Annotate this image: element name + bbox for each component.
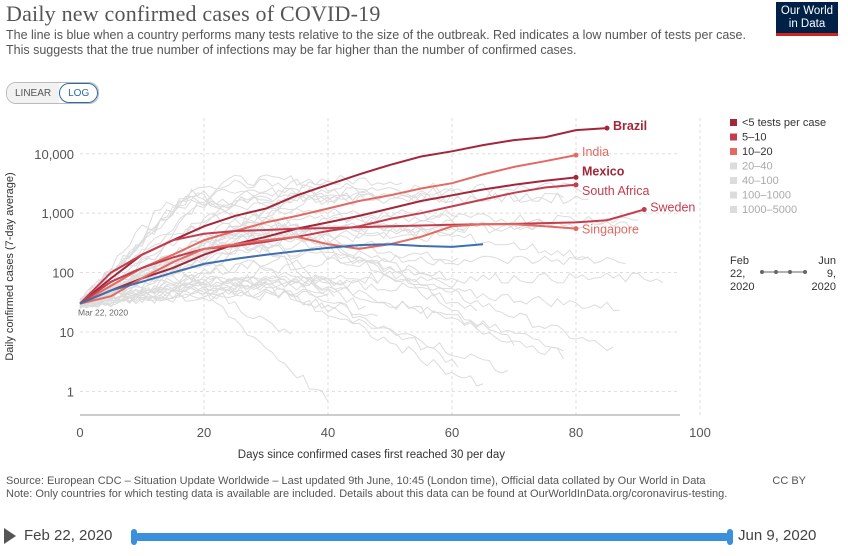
x-tick-label: 100: [689, 425, 711, 440]
background-country-line: [79, 246, 614, 352]
legend-swatch: [730, 133, 737, 141]
background-country-line: [79, 271, 664, 306]
legend-label: 5–10: [742, 132, 766, 144]
y-tick-label: 100: [52, 266, 74, 281]
start-date-annotation: Mar 22, 2020: [78, 308, 128, 318]
series-end-marker: [573, 226, 579, 232]
background-country-line: [79, 254, 626, 308]
x-tick-label: 60: [445, 425, 459, 440]
series-line[interactable]: [79, 208, 645, 305]
legend-label: 10–20: [742, 146, 773, 158]
legend-range-start: Feb: [730, 255, 749, 267]
legend-range-dot: [803, 270, 807, 274]
series-label: South Africa: [582, 184, 649, 198]
logo-line-1: Our World: [780, 5, 834, 17]
play-icon[interactable]: [4, 528, 16, 544]
y-tick-label: 10,000: [34, 147, 74, 162]
legend-swatch: [730, 177, 737, 184]
legend-range-end: 9,: [827, 268, 836, 280]
legend-range-start: 22,: [730, 268, 745, 280]
series-end-marker: [573, 174, 579, 180]
timeline-slider[interactable]: Feb 22, 2020 Jun 9, 2020: [0, 520, 848, 552]
license-label[interactable]: CC BY: [772, 475, 806, 487]
logo-line-2: in Data: [788, 18, 826, 30]
background-country-line: [79, 279, 484, 387]
x-tick-label: 0: [76, 425, 83, 440]
background-country-line: [79, 192, 589, 302]
source-text: Source: European CDC – Situation Update …: [6, 475, 706, 487]
series-line[interactable]: [79, 176, 577, 305]
source-note: Source: European CDC – Situation Update …: [6, 475, 786, 501]
y-tick-label: 1: [67, 384, 74, 399]
background-country-line: [79, 287, 508, 374]
series-label: Mexico: [582, 164, 625, 178]
timeline-start-label: Feb 22, 2020: [24, 527, 113, 544]
legend-label: 1000–5000: [742, 204, 797, 216]
background-country-line: [79, 271, 565, 360]
series-end-marker: [573, 152, 579, 158]
chart-subtitle: The line is blue when a country performs…: [6, 28, 746, 57]
series-line[interactable]: [79, 154, 577, 305]
series-end-marker: [573, 182, 579, 188]
y-tick-label: 1,000: [41, 206, 74, 221]
background-country-line: [79, 214, 589, 302]
legend-label: 20–40: [742, 161, 773, 173]
timeline-end-handle[interactable]: [727, 529, 733, 545]
timeline-track[interactable]: [134, 533, 730, 541]
y-tick-label: 10: [60, 325, 74, 340]
y-axis-title: Daily confirmed cases (7-day average): [4, 172, 16, 360]
log-scale-button[interactable]: LOG: [59, 83, 99, 103]
legend-range-dot: [788, 270, 792, 274]
legend-swatch: [730, 191, 737, 199]
legend-label: 100–1000: [742, 190, 791, 202]
series-end-marker: [641, 207, 647, 213]
series-label: Sweden: [650, 201, 695, 215]
legend-swatch: [730, 206, 737, 213]
legend-range-end: 2020: [812, 281, 836, 293]
legend-label: 40–100: [742, 175, 779, 187]
legend-range-dot: [774, 270, 778, 274]
legend-range-end: Jun: [818, 255, 836, 267]
note-text: Note: Only countries for which testing d…: [6, 488, 728, 500]
series-line[interactable]: [79, 223, 577, 305]
scale-toggle[interactable]: LINEAR LOG: [6, 82, 100, 104]
x-tick-label: 80: [569, 425, 583, 440]
page-title: Daily new confirmed cases of COVID-19: [6, 1, 381, 26]
timeline-start-handle[interactable]: [131, 529, 137, 545]
series-label: Brazil: [613, 119, 647, 133]
x-tick-label: 40: [321, 425, 335, 440]
legend-label: <5 tests per case: [742, 117, 826, 129]
background-country-line: [79, 276, 378, 308]
series-line[interactable]: [79, 183, 577, 305]
legend-swatch: [730, 162, 737, 170]
background-country-line: [79, 178, 341, 305]
linear-scale-button[interactable]: LINEAR: [7, 83, 60, 103]
background-country-line: [79, 174, 403, 303]
series-label: India: [582, 145, 609, 159]
background-country-line: [79, 182, 583, 300]
owid-logo[interactable]: Our World in Data: [776, 2, 838, 36]
series-label: Singapore: [582, 223, 639, 237]
background-country-line: [79, 278, 620, 312]
line-chart[interactable]: 1 10 100 1,000 10,000 0 20 40 60 80 100 Days since …: [0, 100, 848, 470]
timeline-end-label: Jun 9, 2020: [738, 527, 817, 544]
x-tick-label: 20: [197, 425, 211, 440]
x-axis-title: Days since confirmed cases first reached…: [238, 449, 505, 461]
background-country-line: [79, 273, 267, 307]
series-line[interactable]: [79, 243, 484, 305]
legend-range-start: 2020: [730, 281, 754, 293]
legend-swatch: [730, 148, 737, 155]
legend-swatch: [730, 119, 737, 126]
series-end-marker: [604, 125, 610, 131]
background-country-line: [79, 222, 459, 303]
legend-range-dot: [760, 270, 764, 274]
